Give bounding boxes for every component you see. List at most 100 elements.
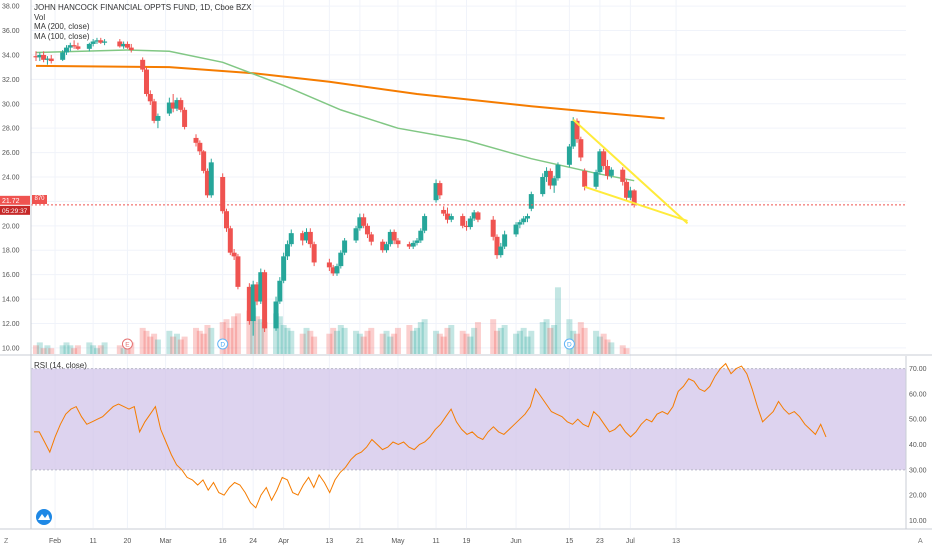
candle[interactable] [182,107,188,130]
candle[interactable] [467,216,473,230]
wedge-trendline[interactable] [584,185,688,222]
dividend-marker[interactable] [217,338,229,350]
candle[interactable] [387,229,393,247]
candle[interactable] [444,207,450,224]
candle[interactable] [608,167,614,179]
candle[interactable] [71,40,77,49]
candle[interactable] [513,222,519,237]
candle[interactable] [437,180,443,199]
candle[interactable] [547,168,553,190]
candle[interactable] [414,238,420,246]
earnings-marker[interactable] [121,338,133,350]
candle[interactable] [475,211,481,223]
candle[interactable] [521,216,527,225]
wedge-trendline[interactable] [572,118,689,225]
candle[interactable] [284,240,290,261]
candle[interactable] [86,42,92,52]
candle[interactable] [304,228,310,243]
candle[interactable] [201,150,207,174]
candle[interactable] [67,42,73,52]
candle[interactable] [33,51,39,62]
candle[interactable] [63,45,69,55]
candle[interactable] [593,169,599,190]
candle[interactable] [627,186,633,201]
candle[interactable] [197,140,203,156]
candle[interactable] [490,216,496,241]
candle[interactable] [288,229,294,247]
candle[interactable] [380,239,386,253]
ma100-legend[interactable]: MA (100, close) [34,31,90,41]
rsi-line[interactable] [34,362,827,509]
rsi-legend[interactable]: RSI (14, close) [34,361,87,370]
candle[interactable] [364,223,370,239]
axis-corner-left[interactable]: Z [4,538,9,545]
candle[interactable] [227,225,233,256]
candle[interactable] [448,213,454,223]
candle[interactable] [601,148,607,170]
candle[interactable] [498,242,504,258]
candle[interactable] [353,225,359,243]
candle[interactable] [90,39,96,47]
candle[interactable] [307,228,313,248]
candle[interactable] [262,269,268,333]
candle[interactable] [624,179,630,202]
candle[interactable] [44,56,50,65]
candle[interactable] [578,136,584,162]
candle[interactable] [121,41,127,49]
candle[interactable] [551,175,557,193]
ma200-legend[interactable]: MA (200, close) [34,22,90,31]
candle[interactable] [418,228,424,243]
candle[interactable] [410,240,416,250]
candle[interactable] [395,238,401,248]
candle[interactable] [273,296,279,331]
ma200-line[interactable] [35,64,665,120]
candle[interactable] [524,213,530,223]
ma100-line[interactable] [35,49,635,182]
candle[interactable] [151,98,157,124]
candle[interactable] [605,159,610,180]
volume-legend[interactable]: Vol [34,12,46,22]
candle[interactable] [140,57,146,73]
candle[interactable] [258,268,264,304]
candle[interactable] [277,277,283,304]
candle[interactable] [502,230,508,250]
candle[interactable] [368,231,374,246]
candle[interactable] [326,258,332,271]
candle[interactable] [528,191,534,212]
candle[interactable] [544,167,550,182]
candle[interactable] [128,43,134,53]
candle[interactable] [174,97,180,112]
candle[interactable] [204,168,210,198]
candle[interactable] [342,238,348,256]
candle[interactable] [464,220,470,231]
candle[interactable] [166,97,172,116]
candle[interactable] [193,134,199,147]
candle[interactable] [338,250,344,269]
axis-corner-right[interactable]: A [918,538,923,545]
candle[interactable] [357,213,363,231]
candle[interactable] [124,41,130,49]
candle[interactable] [208,158,214,198]
candle[interactable] [246,283,252,325]
candle[interactable] [406,241,412,250]
candle[interactable] [433,179,439,203]
candle[interactable] [235,253,241,290]
candle[interactable] [570,117,576,149]
candle[interactable] [75,42,81,51]
candle[interactable] [170,93,176,113]
candle[interactable] [384,241,390,253]
candle[interactable] [460,213,466,229]
candle[interactable] [517,219,523,229]
candle[interactable] [566,144,572,168]
candle[interactable] [555,162,561,181]
candle[interactable] [281,252,287,284]
candle[interactable] [441,206,447,217]
candle[interactable] [631,189,637,208]
candle[interactable] [311,241,317,267]
dividend-marker[interactable] [563,338,575,350]
candle[interactable] [48,54,54,64]
candle[interactable] [391,229,397,245]
candle[interactable] [220,173,226,214]
candle[interactable] [224,208,229,232]
